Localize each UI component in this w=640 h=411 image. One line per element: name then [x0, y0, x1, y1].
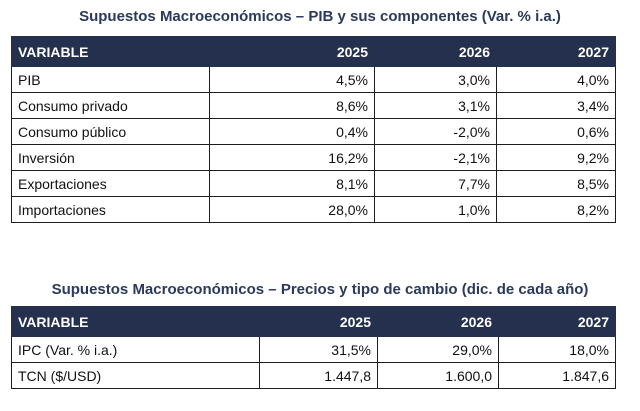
- table-row: PIB 4,5% 3,0% 4,0%: [11, 66, 616, 93]
- row-label: PIB: [11, 66, 210, 93]
- header-year: 2025: [259, 306, 378, 337]
- cell-value: 29,0%: [377, 336, 499, 363]
- header-row: VARIABLE 2025 2026 2027: [11, 36, 616, 67]
- cell-value: 3,0%: [374, 66, 497, 93]
- gdp-components-table: VARIABLE 2025 2026 2027 PIB 4,5% 3,0% 4,…: [11, 36, 616, 223]
- header-year: 2027: [496, 36, 616, 67]
- prices-exchange-table: VARIABLE 2025 2026 2027 IPC (Var. % i.a.…: [11, 306, 616, 389]
- header-variable: VARIABLE: [11, 36, 210, 67]
- cell-value: 1.847,6: [498, 362, 616, 389]
- table-row: Importaciones 28,0% 1,0% 8,2%: [11, 196, 616, 223]
- table-row: Consumo público 0,4% -2,0% 0,6%: [11, 118, 616, 145]
- cell-value: 7,7%: [374, 170, 497, 197]
- header-year: 2026: [374, 36, 497, 67]
- row-label: TCN ($/USD): [11, 362, 260, 389]
- table-row: Exportaciones 8,1% 7,7% 8,5%: [11, 170, 616, 197]
- cell-value: -2,0%: [374, 118, 497, 145]
- header-year: 2027: [498, 306, 616, 337]
- cell-value: 4,0%: [496, 66, 616, 93]
- table2-title: Supuestos Macroeconómicos – Precios y ti…: [51, 281, 589, 298]
- cell-value: 0,6%: [496, 118, 616, 145]
- cell-value: 1,0%: [374, 196, 497, 223]
- table-row: Inversión 16,2% -2,1% 9,2%: [11, 144, 616, 171]
- row-label: Consumo público: [11, 118, 210, 145]
- cell-value: 3,4%: [496, 92, 616, 119]
- cell-value: -2,1%: [374, 144, 497, 171]
- cell-value: 31,5%: [259, 336, 378, 363]
- row-label: Importaciones: [11, 196, 210, 223]
- cell-value: 1.447,8: [259, 362, 378, 389]
- cell-value: 3,1%: [374, 92, 497, 119]
- cell-value: 8,2%: [496, 196, 616, 223]
- cell-value: 18,0%: [498, 336, 616, 363]
- header-row: VARIABLE 2025 2026 2027: [11, 306, 616, 337]
- table-row: IPC (Var. % i.a.) 31,5% 29,0% 18,0%: [11, 336, 616, 363]
- header-year: 2026: [377, 306, 499, 337]
- row-label: Consumo privado: [11, 92, 210, 119]
- cell-value: 28,0%: [209, 196, 375, 223]
- cell-value: 9,2%: [496, 144, 616, 171]
- cell-value: 8,6%: [209, 92, 375, 119]
- cell-value: 0,4%: [209, 118, 375, 145]
- row-label: Exportaciones: [11, 170, 210, 197]
- row-label: IPC (Var. % i.a.): [11, 336, 260, 363]
- row-label: Inversión: [11, 144, 210, 171]
- cell-value: 1.600,0: [377, 362, 499, 389]
- cell-value: 8,1%: [209, 170, 375, 197]
- table-row: TCN ($/USD) 1.447,8 1.600,0 1.847,6: [11, 362, 616, 389]
- cell-value: 8,5%: [496, 170, 616, 197]
- cell-value: 4,5%: [209, 66, 375, 93]
- cell-value: 16,2%: [209, 144, 375, 171]
- table-row: Consumo privado 8,6% 3,1% 3,4%: [11, 92, 616, 119]
- header-variable: VARIABLE: [11, 306, 260, 337]
- header-year: 2025: [209, 36, 375, 67]
- table1-title: Supuestos Macroeconómicos – PIB y sus co…: [79, 8, 561, 25]
